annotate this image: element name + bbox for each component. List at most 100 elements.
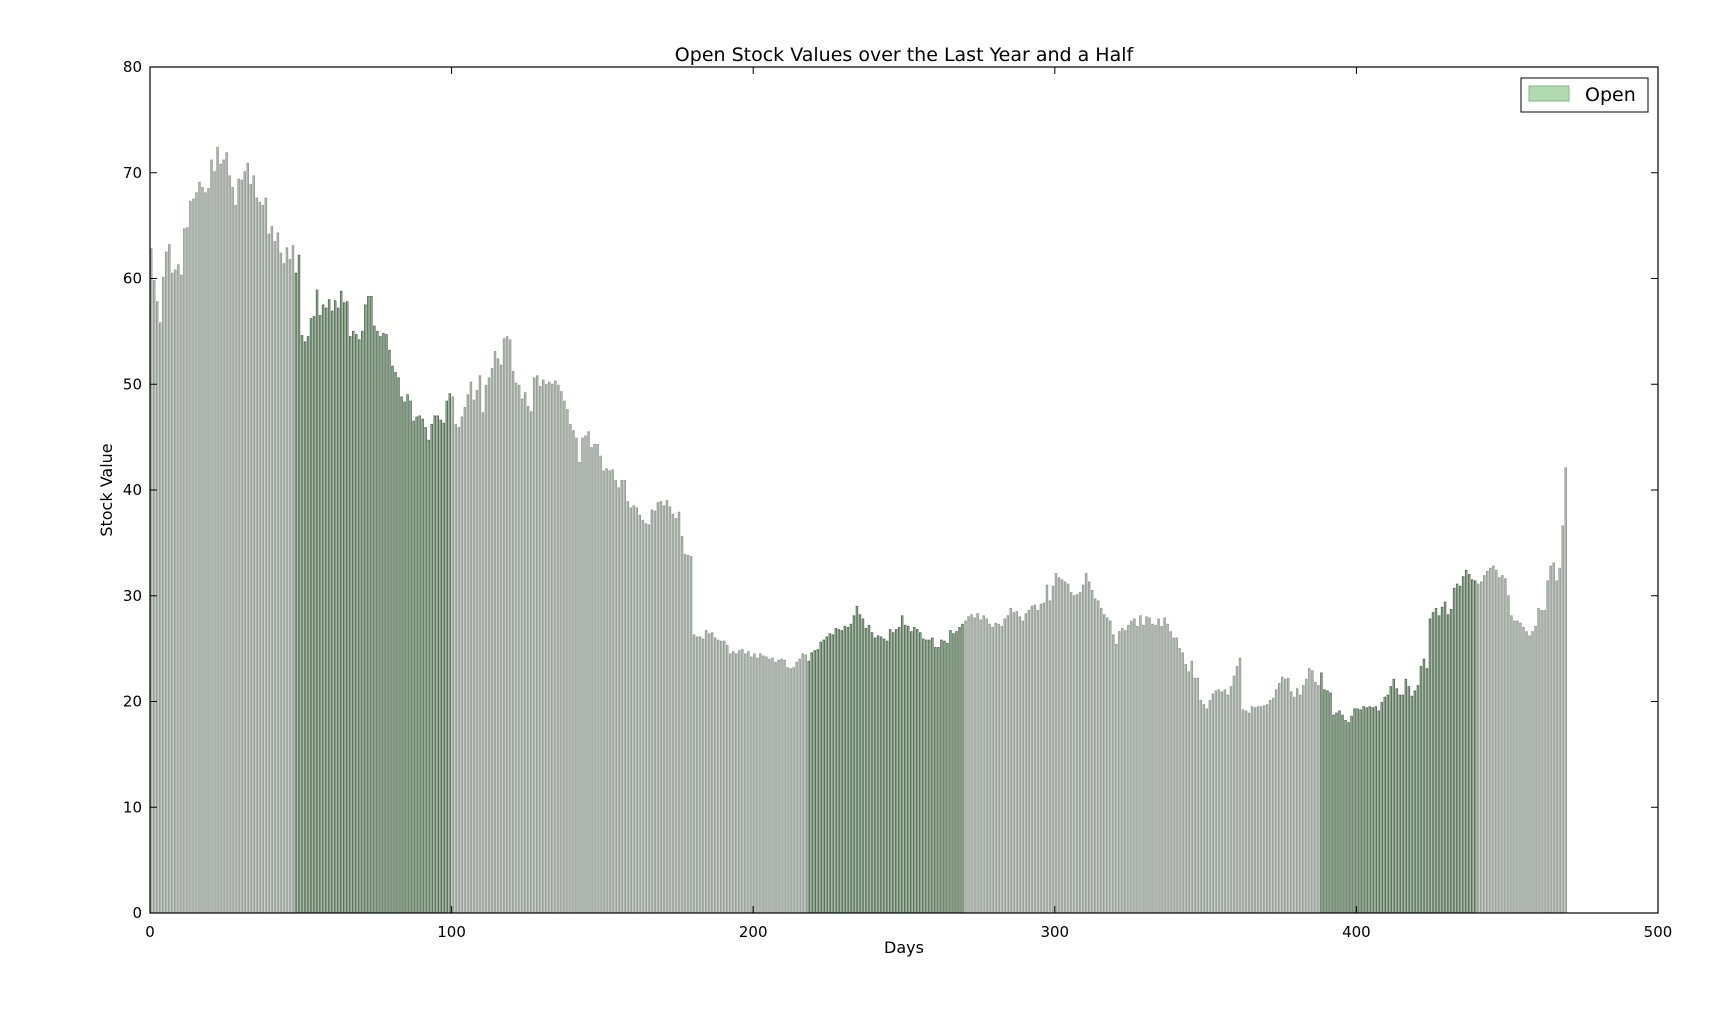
bar: [210, 159, 213, 914]
y-tick-label: 60: [123, 270, 142, 288]
bar: [1090, 589, 1094, 914]
bar: [1187, 671, 1190, 914]
bar: [297, 254, 301, 914]
bar: [421, 418, 424, 914]
bar: [1012, 612, 1016, 914]
bar: [225, 152, 228, 914]
bar: [919, 632, 922, 914]
bar: [810, 652, 813, 914]
bar: [222, 159, 225, 914]
bar: [1540, 610, 1543, 914]
bar: [635, 507, 639, 914]
bar: [1507, 595, 1510, 914]
bar: [237, 178, 240, 914]
bar: [668, 506, 672, 914]
bar: [722, 640, 726, 914]
bar: [213, 171, 216, 914]
bar: [1461, 576, 1465, 914]
bar: [1483, 575, 1486, 914]
bar: [165, 251, 168, 914]
bar: [1476, 583, 1480, 914]
bar: [771, 657, 774, 914]
bar: [451, 396, 455, 914]
bar: [349, 336, 352, 914]
bar: [1226, 694, 1230, 914]
bar: [1371, 707, 1374, 914]
bar: [1087, 581, 1091, 914]
bar: [1244, 710, 1248, 914]
bar: [1220, 691, 1224, 914]
bar: [195, 192, 198, 914]
bar: [554, 380, 557, 914]
bar: [1136, 625, 1139, 914]
bar: [342, 302, 346, 914]
bar: [327, 299, 331, 914]
plot-frame: [149, 66, 1659, 914]
bar: [1353, 708, 1356, 914]
bar: [333, 300, 337, 914]
bar: [985, 618, 988, 914]
bar: [988, 623, 991, 914]
bar: [846, 626, 850, 914]
bar: [276, 232, 280, 914]
bar: [1081, 584, 1085, 914]
bar: [876, 635, 880, 914]
bar: [493, 350, 497, 914]
bar: [735, 653, 738, 914]
bar: [198, 181, 201, 914]
bar: [355, 334, 358, 914]
bar: [581, 437, 584, 914]
bar: [1202, 704, 1206, 914]
bar: [1229, 686, 1233, 914]
bar: [855, 605, 859, 914]
bar: [270, 226, 274, 914]
bar: [940, 639, 943, 914]
bar: [1154, 624, 1157, 914]
bar: [1238, 657, 1242, 914]
bar: [599, 455, 602, 914]
bar: [1473, 580, 1477, 914]
bar: [686, 555, 690, 914]
bar: [750, 656, 753, 914]
bar: [264, 197, 268, 914]
bar: [448, 393, 452, 914]
bar: [813, 650, 816, 914]
bar: [1109, 620, 1112, 914]
bar: [502, 338, 506, 914]
bar: [529, 411, 533, 914]
bar: [373, 325, 376, 914]
bar: [1443, 601, 1447, 914]
bar: [1558, 567, 1561, 914]
bar: [928, 639, 931, 914]
bar: [306, 336, 310, 914]
bar: [786, 667, 789, 914]
bar: [867, 624, 871, 914]
bar: [309, 318, 313, 914]
bar: [744, 653, 747, 914]
bar: [671, 513, 675, 914]
ticks-group: 0 100 200 300 400 500 0 10 20 30 40 50 60 70 80: [123, 58, 1672, 941]
bar: [1223, 689, 1227, 914]
bar: [174, 269, 177, 914]
bar: [412, 420, 415, 914]
bar: [1199, 699, 1203, 914]
bar: [753, 653, 756, 914]
y-axis-label: Stock Value: [97, 443, 116, 536]
bar: [1356, 708, 1359, 914]
bar: [1066, 583, 1070, 914]
bar: [1308, 668, 1311, 914]
bar: [1546, 580, 1549, 914]
bar: [888, 629, 892, 914]
bar: [1175, 637, 1178, 914]
bar: [747, 651, 750, 914]
bar: [934, 647, 937, 914]
bar: [1534, 625, 1537, 914]
bar: [339, 290, 343, 914]
bar: [159, 322, 162, 914]
bar: [1166, 623, 1169, 914]
bar: [1103, 614, 1106, 914]
bar: [484, 384, 488, 914]
bar: [1250, 706, 1254, 914]
bar: [1320, 672, 1323, 914]
bar: [843, 625, 847, 914]
